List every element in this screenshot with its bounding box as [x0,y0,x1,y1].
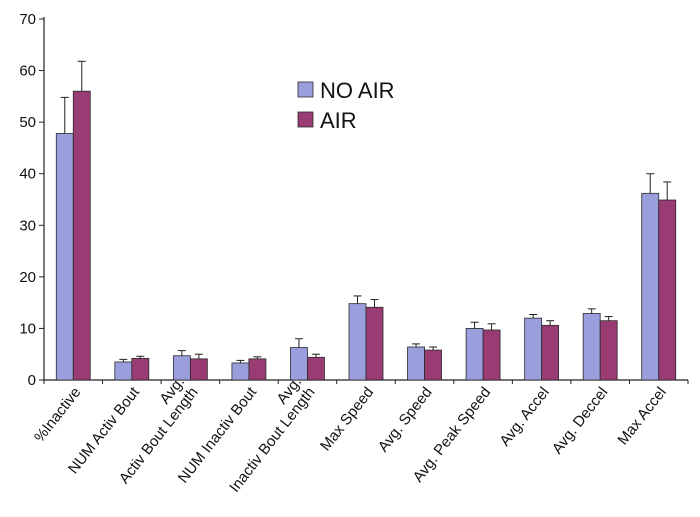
x-category-label: Avg. Deccel [549,384,612,457]
bar-no-air [582,313,601,381]
bar-no-air [641,192,660,381]
y-tick-label: 10 [19,320,36,337]
bar-air [482,329,501,381]
bar-no-air [114,361,133,381]
bar-air [424,349,442,381]
x-category-label: %Inactive [31,384,84,446]
bar-air [248,358,267,381]
x-category-label: Avg. Accel [496,384,552,449]
bar-air [189,358,208,381]
x-category-label-line: Avg. Deccel [549,384,612,457]
y-tick-label: 40 [19,166,36,183]
legend-swatch-air [297,111,314,128]
x-category-label: Max Speed [317,384,377,454]
bar-no-air [348,303,367,381]
bar-no-air [231,362,250,381]
bar-air [365,306,384,381]
legend-swatch-no-air [297,81,314,98]
x-category-label-line: Avg. Accel [496,384,552,449]
x-category-label-line: Max Accel [614,384,669,448]
x-category-label: Max Accel [614,384,669,448]
y-tick-label: 50 [19,114,36,131]
bar-air [72,90,91,381]
legend-label-air: AIR [320,108,357,133]
bar-air [307,356,325,381]
chart-bars [43,90,689,384]
x-category-label-line: Max Speed [317,384,377,454]
bar-no-air [465,328,484,381]
bar-no-air [407,346,425,381]
y-tick-label: 20 [19,269,36,286]
y-tick-label: 70 [19,11,36,28]
y-tick-label: 0 [28,372,36,389]
bar-air [541,324,560,381]
chart-legend: NO AIR AIR [297,78,395,133]
x-category-label-line: Avg. Speed [375,384,436,455]
bar-air [599,320,618,381]
bar-no-air [524,317,543,381]
y-tick-label: 60 [19,63,36,80]
x-category-label-line: %Inactive [31,384,84,446]
legend-label-no-air: NO AIR [320,78,395,103]
x-category-label: Avg. Speed [375,384,436,455]
bar-no-air [55,133,74,381]
bar-air [658,199,677,381]
bar-air [131,357,150,381]
y-axis-ticks: 0 10 20 30 40 50 60 70 [19,11,44,389]
y-tick-label: 30 [19,217,36,234]
error-bars [60,60,672,363]
